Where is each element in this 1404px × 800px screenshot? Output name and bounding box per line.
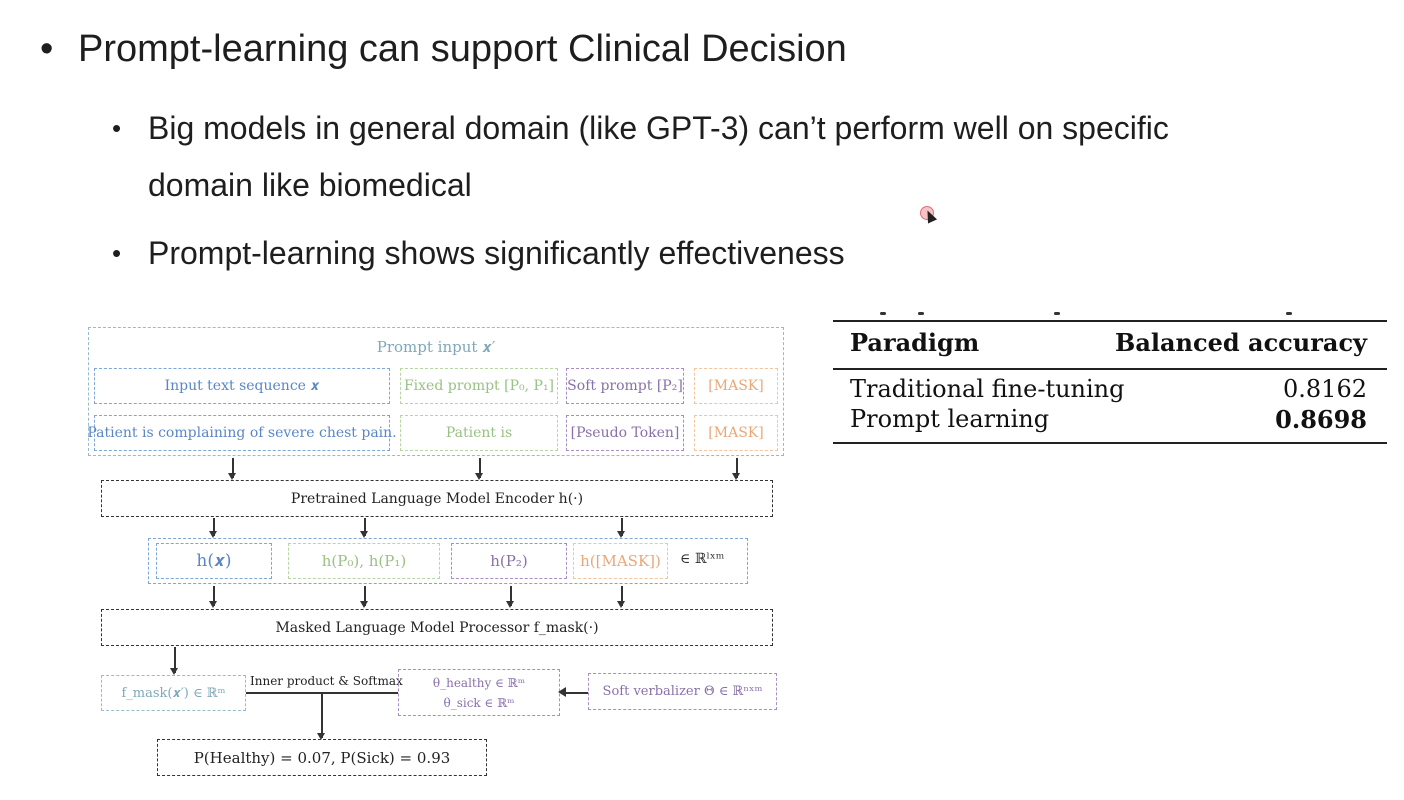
cropped-text-mark <box>918 312 924 315</box>
fixed-prompt-box: Fixed prompt [P₀, P₁] <box>400 368 558 404</box>
hmask-label: h([MASK]) <box>580 552 661 570</box>
hp2-box: h(P₂) <box>451 543 567 579</box>
arrow-down-icon <box>507 586 513 608</box>
hp2-label: h(P₂) <box>490 552 528 570</box>
embedding-container <box>148 538 748 584</box>
hx-label: h(𝒙) <box>196 551 232 571</box>
theta-sick-label: θ_sick ∈ ℝᵐ <box>443 695 515 710</box>
cropped-text-mark <box>1286 312 1292 315</box>
prompt-input-label: Prompt input 𝒙′ <box>376 338 496 356</box>
hx-box: h(𝒙) <box>156 543 272 579</box>
arrow-left-icon <box>558 687 566 697</box>
example-pseudo-label: [Pseudo Token] <box>570 425 680 441</box>
soft-prompt-label: Soft prompt [P₂] <box>567 378 683 394</box>
fixed-prompt-label: Fixed prompt [P₀, P₁] <box>403 378 555 394</box>
table-bottom-rule <box>833 442 1387 444</box>
processor-box: Masked Language Model Processor f_mask(·… <box>101 609 773 646</box>
inner-product-label: Inner product & Softmax <box>250 674 403 688</box>
arrow-down-icon <box>361 518 367 538</box>
verbalizer-label: Soft verbalizer Θ ∈ ℝⁿˣᵐ <box>602 684 763 699</box>
example-mask-box: [MASK] <box>694 415 778 451</box>
arrow-down-icon <box>210 586 216 608</box>
mouse-cursor-icon <box>922 208 938 224</box>
arrow-down-icon <box>733 458 739 480</box>
input-text-sequence-label: Input text sequence 𝒙 <box>164 378 320 394</box>
arrow-down-icon <box>229 458 235 480</box>
table-cell-accuracy-best: 0.8698 <box>1275 405 1367 434</box>
arrow-down-icon <box>171 647 177 675</box>
cropped-text-mark <box>1054 312 1060 315</box>
bullet-sub-2-text: Prompt-learning shows significantly effe… <box>148 235 845 271</box>
arrow-down-icon <box>210 518 216 538</box>
encoder-box: Pretrained Language Model Encoder h(·) <box>101 480 773 517</box>
table-cell-accuracy: 0.8162 <box>1283 375 1367 403</box>
example-mask-label: [MASK] <box>708 425 764 441</box>
hp01-box: h(P₀), h(P₁) <box>288 543 440 579</box>
connector-line <box>562 692 588 694</box>
mask-box: [MASK] <box>694 368 778 404</box>
table-header-accuracy: Balanced accuracy <box>1115 328 1367 357</box>
arrow-down-icon <box>476 458 482 480</box>
example-fixed-box: Patient is <box>400 415 558 451</box>
dimension-label: ∈ ℝˡˣᵐ <box>680 551 725 567</box>
table-header-paradigm: Paradigm <box>850 328 980 357</box>
bullet-dot: • <box>112 113 122 143</box>
pointer-highlight <box>920 206 934 220</box>
soft-prompt-box: Soft prompt [P₂] <box>566 368 684 404</box>
table-cell-paradigm: Traditional fine-tuning <box>850 375 1125 403</box>
table-top-rule <box>833 320 1387 322</box>
theta-healthy-label: θ_healthy ∈ ℝᵐ <box>432 675 526 690</box>
arrow-down-icon <box>618 586 624 608</box>
input-text-sequence-box: Input text sequence 𝒙 <box>94 368 390 404</box>
prompt-input-box: Prompt input 𝒙′ <box>88 327 784 456</box>
table-cell-paradigm: Prompt learning <box>850 405 1050 433</box>
encoder-label: Pretrained Language Model Encoder h(·) <box>290 490 584 507</box>
result-label: P(Healthy) = 0.07, P(Sick) = 0.93 <box>193 748 451 767</box>
hp01-label: h(P₀), h(P₁) <box>321 552 407 570</box>
example-text-box: Patient is complaining of severe chest p… <box>87 415 397 451</box>
arrow-down-icon <box>361 586 367 608</box>
result-box: P(Healthy) = 0.07, P(Sick) = 0.93 <box>157 739 487 776</box>
processor-label: Masked Language Model Processor f_mask(·… <box>275 619 599 636</box>
bullet-dot: • <box>40 28 54 70</box>
arrow-down-icon <box>318 692 324 740</box>
example-text-label: Patient is complaining of severe chest p… <box>87 425 397 441</box>
bullet-sub-1-line-1: Big models in general domain (like GPT-3… <box>148 110 1169 146</box>
bullet-sub-1-line-2: domain like biomedical <box>148 167 472 203</box>
fmask-box: f_mask(𝒙′) ∈ ℝᵐ <box>101 675 246 711</box>
bullet-dot: • <box>112 238 122 268</box>
verbalizer-box: Soft verbalizer Θ ∈ ℝⁿˣᵐ <box>588 673 777 710</box>
cropped-text-mark <box>880 312 886 315</box>
example-pseudo-box: [Pseudo Token] <box>566 415 684 451</box>
mask-label: [MASK] <box>708 378 764 394</box>
example-fixed-label: Patient is <box>445 425 513 441</box>
table-mid-rule <box>833 368 1387 370</box>
hmask-box: h([MASK]) <box>573 543 668 579</box>
theta-box: θ_healthy ∈ ℝᵐ θ_sick ∈ ℝᵐ <box>398 669 560 716</box>
bullet-main-text: Prompt-learning can support Clinical Dec… <box>78 28 847 70</box>
fmask-label: f_mask(𝒙′) ∈ ℝᵐ <box>121 685 226 701</box>
arrow-down-icon <box>618 518 624 538</box>
